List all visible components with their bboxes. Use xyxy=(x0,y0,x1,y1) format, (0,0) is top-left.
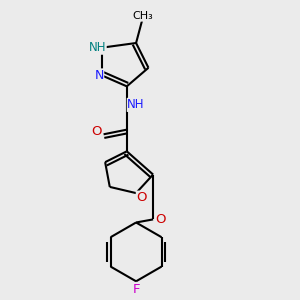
Text: O: O xyxy=(92,125,102,138)
Text: NH: NH xyxy=(127,98,145,111)
Text: NH: NH xyxy=(88,41,106,54)
Text: N: N xyxy=(94,69,104,82)
Text: F: F xyxy=(132,284,140,296)
Text: CH₃: CH₃ xyxy=(132,11,153,21)
Text: O: O xyxy=(136,191,147,204)
Text: O: O xyxy=(156,213,166,226)
